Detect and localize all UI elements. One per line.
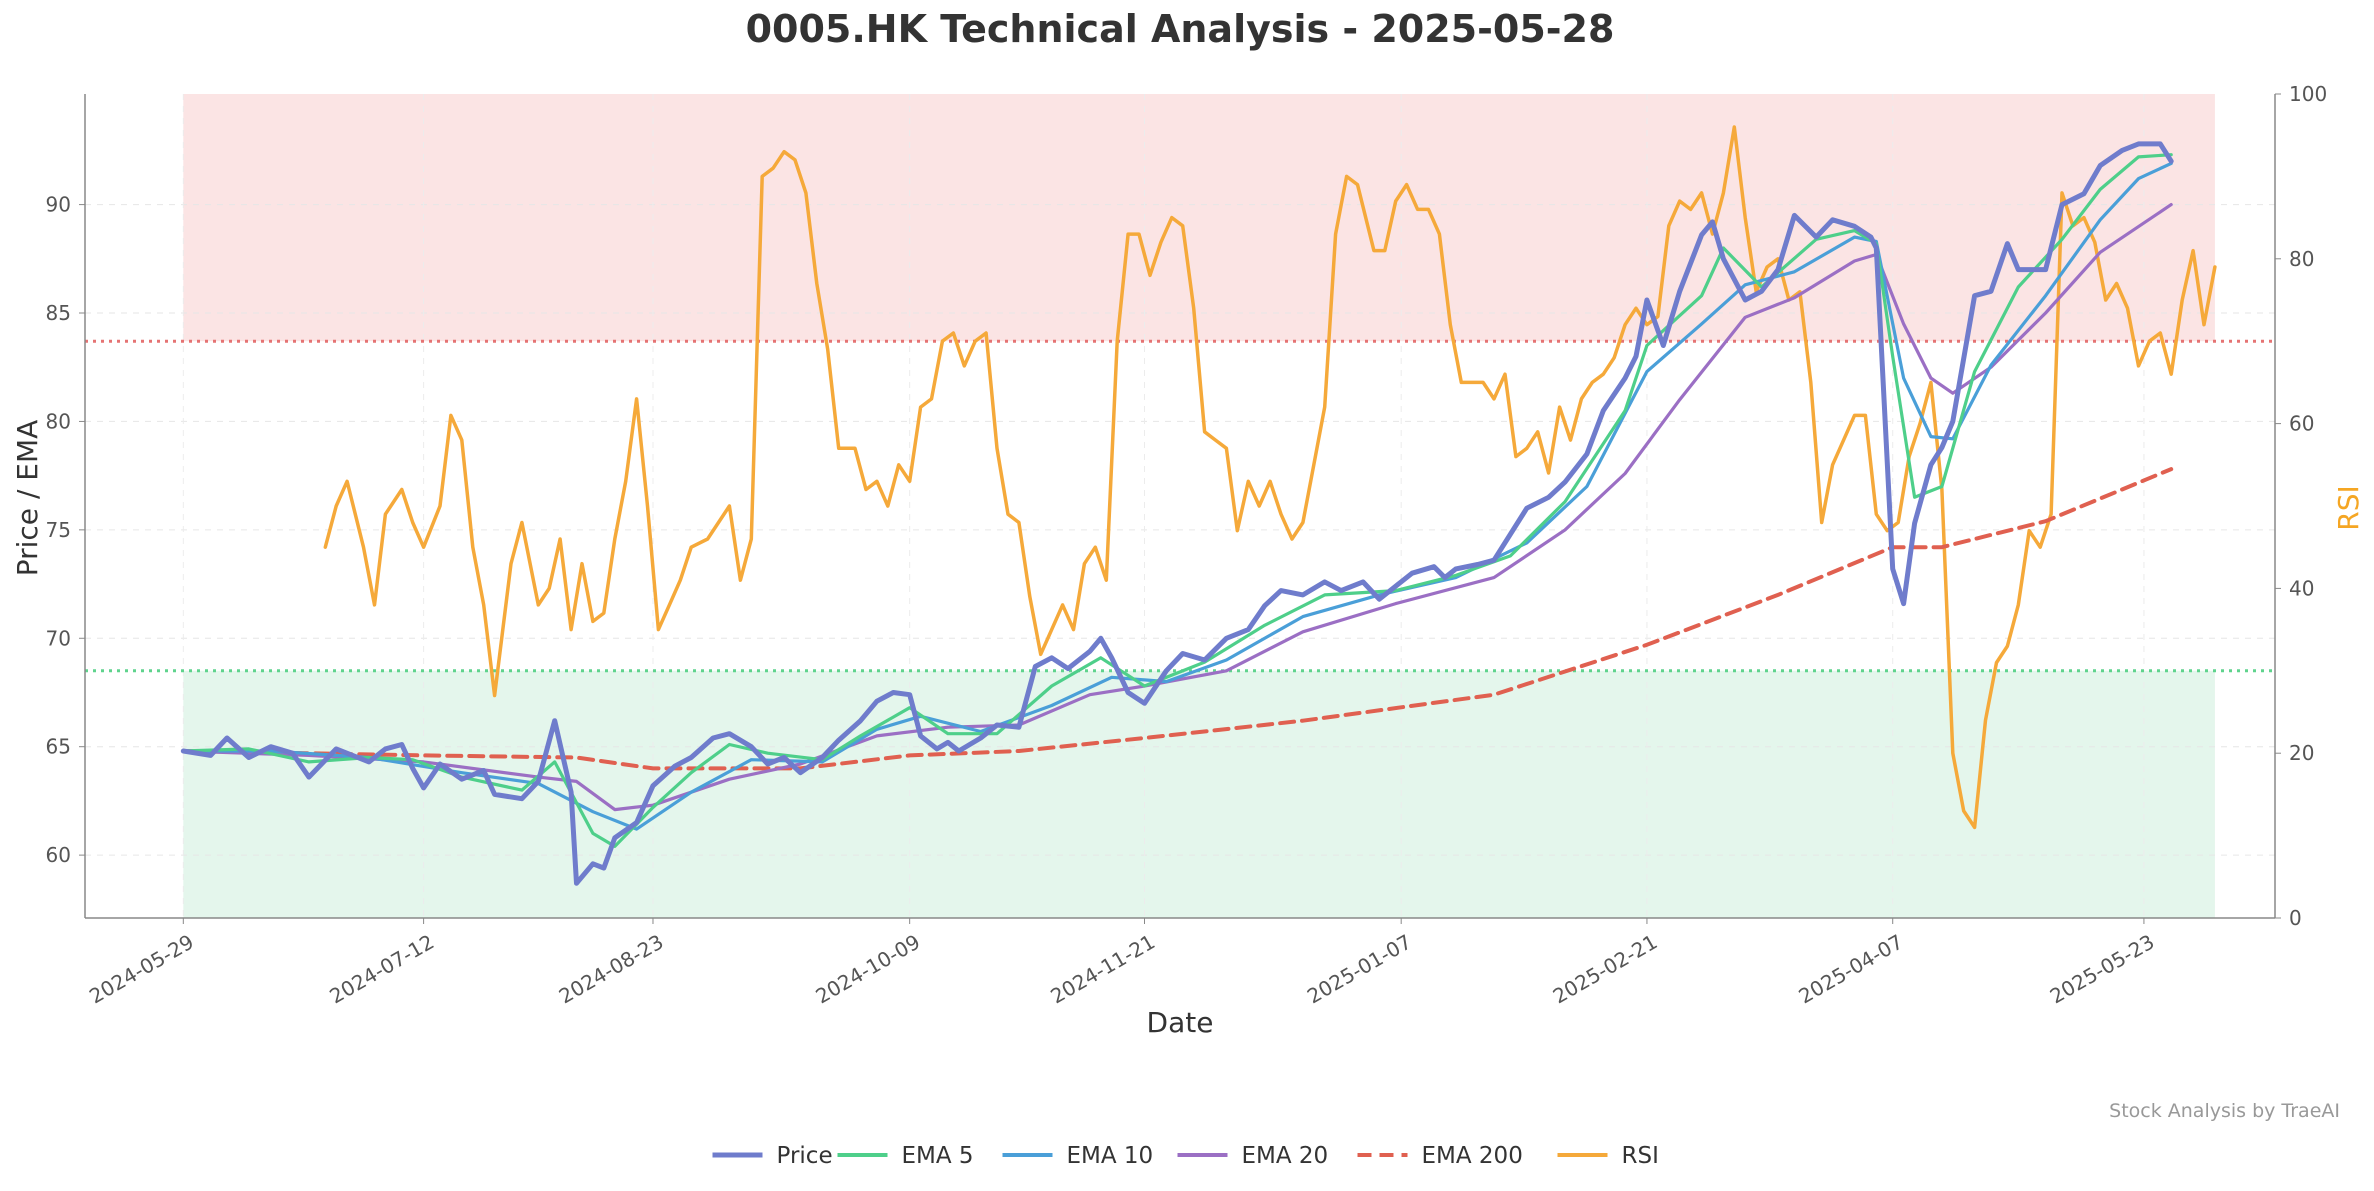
legend-item-ema-200: EMA 200 <box>1357 1143 1523 1169</box>
x-tick-label: 2025-02-21 <box>1549 930 1662 1009</box>
watermark-text: Stock Analysis by TraeAI <box>2109 1100 2340 1122</box>
y2-tick-label: 60 <box>2289 412 2314 436</box>
grid-lines <box>85 94 2275 918</box>
oversold-zone <box>183 670 2215 918</box>
y-tick-label: 70 <box>46 626 71 650</box>
legend-item-ema-10: EMA 10 <box>1002 1143 1154 1169</box>
x-tick-label: 2024-08-23 <box>555 930 668 1009</box>
y-tick-label: 65 <box>46 735 71 759</box>
series-line-rsi <box>323 125 2217 830</box>
legend-label: RSI <box>1622 1143 1659 1169</box>
x-tick-label: 2025-04-07 <box>1795 930 1908 1009</box>
y2-tick-label: 100 <box>2289 82 2327 106</box>
y-axis-title: Price / EMA <box>11 420 44 577</box>
x-tick-label: 2024-05-29 <box>85 930 198 1009</box>
y-tick-label: 75 <box>46 518 71 542</box>
legend-label: EMA 10 <box>1067 1143 1154 1169</box>
y-tick-label: 60 <box>46 843 71 867</box>
y-tick-label: 85 <box>46 301 71 325</box>
x-tick-label: 2024-10-09 <box>812 930 925 1009</box>
legend-label: Price <box>777 1143 833 1169</box>
y2-tick-label: 0 <box>2289 906 2302 930</box>
x-axis-title: Date <box>1147 1006 1214 1039</box>
legend-label: EMA 200 <box>1422 1143 1523 1169</box>
series-line-ema-20 <box>181 203 2173 812</box>
legend: Price EMA 5 EMA 10 EMA 20 EMA 200 RSI <box>712 1143 1659 1169</box>
rsi-zones <box>183 94 2215 918</box>
overbought-zone <box>183 94 2215 342</box>
legend-label: EMA 5 <box>902 1143 974 1169</box>
x-tick-label: 2025-05-23 <box>2046 930 2159 1009</box>
legend-item-ema-20: EMA 20 <box>1177 1143 1329 1169</box>
series-lines <box>180 125 2217 886</box>
axes <box>84 94 2276 919</box>
y2-tick-label: 40 <box>2289 576 2314 600</box>
y2-axis-title: RSI <box>2332 485 2365 531</box>
x-tick-label: 2024-11-21 <box>1046 930 1159 1009</box>
legend-label: EMA 20 <box>1242 1143 1329 1169</box>
legend-item-ema-5: EMA 5 <box>837 1143 974 1169</box>
y-tick-label: 80 <box>46 409 71 433</box>
series-line-ema-200 <box>181 467 2174 771</box>
x-tick-label: 2024-07-12 <box>325 930 438 1009</box>
legend-item-rsi: RSI <box>1557 1143 1659 1169</box>
series-line-price <box>180 141 2174 886</box>
chart-title: 0005.HK Technical Analysis - 2025-05-28 <box>746 7 1615 51</box>
x-tick-label: 2025-01-07 <box>1303 930 1416 1009</box>
y2-tick-label: 80 <box>2289 247 2314 271</box>
y2-tick-label: 20 <box>2289 741 2314 765</box>
legend-item-price: Price <box>712 1143 833 1169</box>
y-tick-label: 90 <box>46 193 71 217</box>
